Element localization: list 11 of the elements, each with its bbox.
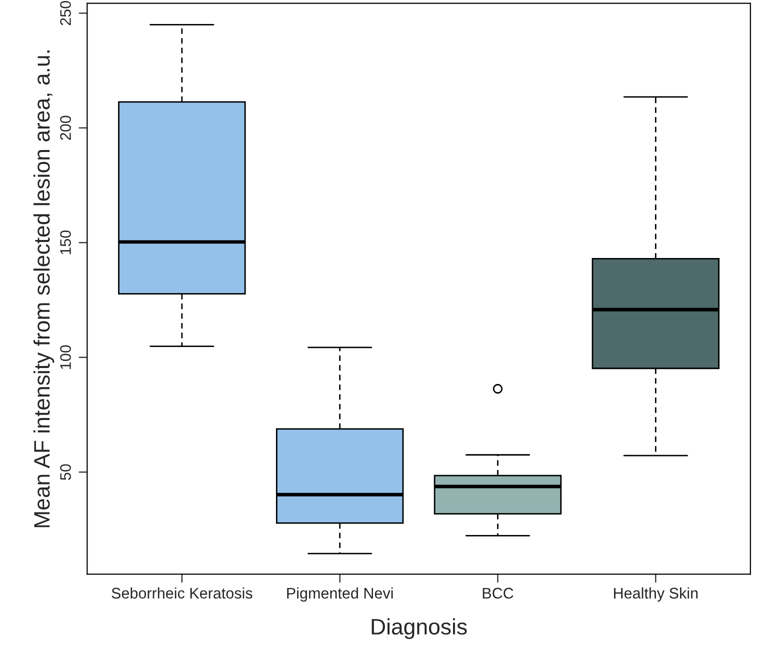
y-tick-label: 100 — [60, 345, 71, 369]
x-tick-label: Seborrheic Keratosis — [112, 587, 252, 599]
x-axis-title: Diagnosis — [372, 618, 467, 640]
y-tick-label: 200 — [60, 116, 71, 140]
x-tick-label: BCC — [482, 588, 514, 599]
y-tick-label: 150 — [60, 230, 71, 254]
x-tick-label: Healthy Skin — [614, 587, 698, 602]
x-tick-label: Pigmented Nevi — [287, 587, 393, 602]
y-tick-label: 50 — [60, 464, 71, 480]
y-axis-title: Mean AF intensity from selected lesion area, a.u. — [33, 50, 54, 528]
y-tick-label: 250 — [60, 1, 71, 26]
